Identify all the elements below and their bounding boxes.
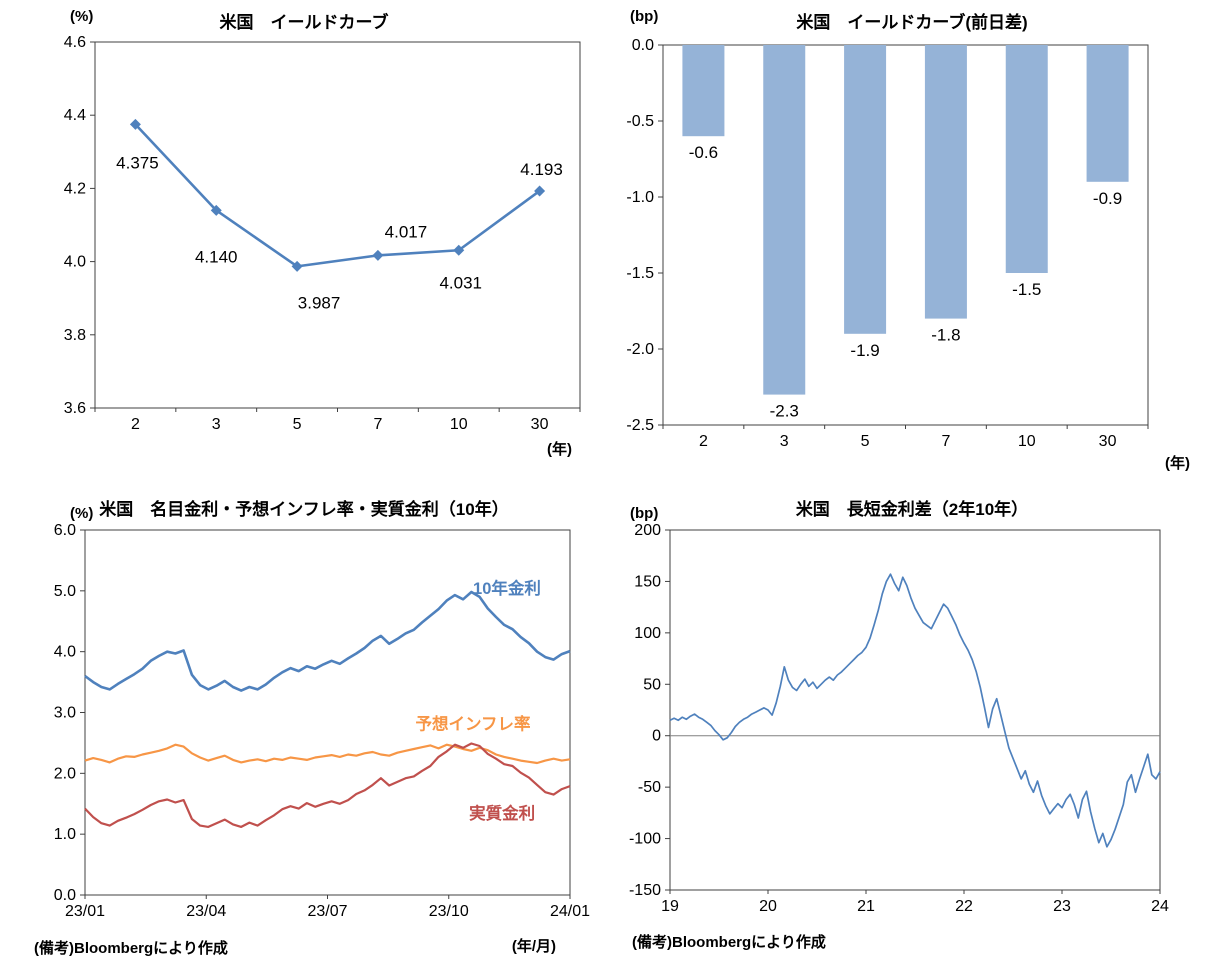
svg-text:0.0: 0.0 [54, 887, 76, 904]
y-axis-unit-label: (%) [70, 505, 94, 522]
svg-text:-1.8: -1.8 [931, 326, 960, 345]
svg-text:-150: -150 [629, 882, 661, 899]
svg-text:4.6: 4.6 [64, 34, 86, 51]
svg-text:23/10: 23/10 [429, 903, 469, 920]
svg-text:-1.5: -1.5 [626, 265, 654, 282]
svg-text:4.017: 4.017 [385, 222, 428, 241]
svg-text:3: 3 [212, 416, 221, 433]
svg-text:1.0: 1.0 [54, 826, 76, 843]
svg-text:5.0: 5.0 [54, 583, 76, 600]
yield-curve-chart: (%) 米国 イールドカーブ 3.6 3.8 4.0 4.2 4.4 4.6 2 3 5 7 10 3… [0, 0, 608, 478]
chart-title: 米国 イールドカーブ(前日差) [796, 13, 1028, 32]
svg-text:-1.0: -1.0 [626, 189, 654, 206]
svg-text:4.0: 4.0 [54, 644, 76, 661]
x-axis-unit-label: (年) [1165, 455, 1190, 472]
svg-text:6.0: 6.0 [54, 522, 76, 539]
nominal-real-rates-plot: 0.0 1.0 2.0 3.0 4.0 5.0 6.0 23/01 23/04 23/07 23/1… [54, 522, 590, 920]
svg-text:7: 7 [941, 433, 950, 450]
svg-text:2.0: 2.0 [54, 765, 76, 782]
chart-title: 米国 イールドカーブ [219, 13, 389, 32]
svg-text:-2.3: -2.3 [770, 402, 799, 421]
svg-text:3.0: 3.0 [54, 705, 76, 722]
svg-text:50: 50 [643, 676, 661, 693]
svg-text:-0.5: -0.5 [626, 113, 654, 130]
svg-text:3.6: 3.6 [64, 400, 86, 417]
y-axis-unit-label: (%) [70, 8, 94, 25]
svg-text:4.2: 4.2 [64, 180, 86, 197]
y-axis-unit-label: (bp) [630, 8, 659, 25]
svg-text:予想インフレ率: 予想インフレ率 [415, 714, 530, 734]
svg-text:-0.9: -0.9 [1093, 189, 1122, 208]
svg-text:5: 5 [293, 416, 302, 433]
svg-text:30: 30 [531, 416, 549, 433]
svg-text:4.140: 4.140 [195, 247, 238, 266]
svg-text:0: 0 [652, 728, 661, 745]
svg-text:20: 20 [759, 898, 777, 915]
svg-text:-0.6: -0.6 [689, 143, 718, 162]
svg-text:3.8: 3.8 [64, 327, 86, 344]
source-note: (備考)Bloombergにより作成 [632, 934, 826, 951]
svg-text:4.375: 4.375 [116, 153, 159, 172]
svg-text:23: 23 [1053, 898, 1071, 915]
svg-text:-100: -100 [629, 831, 661, 848]
svg-text:5: 5 [861, 433, 870, 450]
yield-curve-change-chart: (bp) 米国 イールドカーブ(前日差) 0.0 -0.5 -1.0 -1.5 -2.0… [608, 0, 1216, 478]
svg-text:-2.5: -2.5 [626, 417, 654, 434]
yield-curve-change-plot: 0.0 -0.5 -1.0 -1.5 -2.0 -2.5 2 3 5 7 10 30 -0.6 -2.3 -… [626, 37, 1149, 450]
svg-text:4.193: 4.193 [520, 160, 563, 179]
svg-text:3: 3 [780, 433, 789, 450]
svg-text:10: 10 [450, 416, 468, 433]
svg-text:-1.9: -1.9 [850, 341, 879, 360]
nominal-real-rates-chart: (%) 米国 名目金利・予想インフレ率・実質金利（10年） 0.0 1.0 2.0 3… [0, 485, 608, 972]
svg-text:24: 24 [1151, 898, 1169, 915]
svg-text:150: 150 [634, 573, 661, 590]
svg-text:2: 2 [699, 433, 708, 450]
svg-text:22: 22 [955, 898, 973, 915]
svg-text:-2.0: -2.0 [626, 341, 654, 358]
svg-text:23/04: 23/04 [186, 903, 226, 920]
svg-text:200: 200 [634, 522, 661, 539]
svg-text:4.4: 4.4 [64, 107, 86, 124]
svg-text:19: 19 [661, 898, 679, 915]
chart-title: 米国 名目金利・予想インフレ率・実質金利（10年） [99, 500, 509, 519]
source-note: (備考)Bloombergにより作成 [34, 940, 228, 957]
svg-text:0.0: 0.0 [632, 37, 654, 54]
x-axis-unit-label: (年/月) [511, 938, 556, 955]
svg-text:30: 30 [1099, 433, 1117, 450]
y-axis-unit-label: (bp) [630, 505, 659, 522]
svg-text:4.0: 4.0 [64, 254, 86, 271]
x-axis-unit-label: (年) [547, 441, 572, 458]
svg-text:10: 10 [1018, 433, 1036, 450]
svg-text:21: 21 [857, 898, 875, 915]
svg-text:24/01: 24/01 [550, 903, 590, 920]
svg-text:2: 2 [131, 416, 140, 433]
svg-text:23/07: 23/07 [307, 903, 347, 920]
svg-text:10年金利: 10年金利 [473, 578, 541, 598]
yield-spread-chart: (bp) 米国 長短金利差（2年10年） 200 150 100 50 0 -50 -100… [608, 485, 1216, 972]
svg-text:-50: -50 [638, 779, 661, 796]
yield-curve-plot: 3.6 3.8 4.0 4.2 4.4 4.6 2 3 5 7 10 30 4.375 4.140 3.98… [64, 34, 581, 433]
svg-text:7: 7 [373, 416, 382, 433]
svg-text:3.987: 3.987 [298, 293, 341, 312]
svg-text:実質金利: 実質金利 [469, 803, 535, 823]
svg-text:23/01: 23/01 [65, 903, 105, 920]
svg-text:100: 100 [634, 625, 661, 642]
svg-text:-1.5: -1.5 [1012, 280, 1041, 299]
svg-text:4.031: 4.031 [439, 273, 482, 292]
chart-title: 米国 長短金利差（2年10年） [795, 500, 1029, 519]
